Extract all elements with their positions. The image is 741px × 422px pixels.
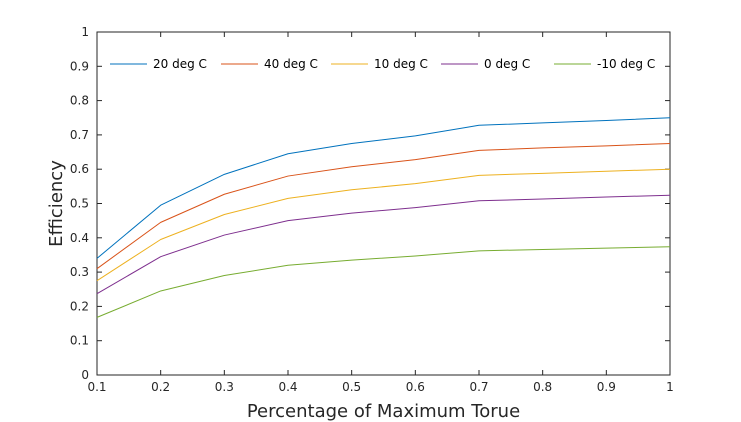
x-tick-label: 0.5 (342, 380, 361, 394)
y-tick-label: 0.6 (70, 162, 89, 176)
legend: 20 deg C 40 deg C 10 deg C 0 deg C -10 deg C (110, 57, 655, 71)
series-line-2 (96, 168, 671, 282)
legend-label: 20 deg C (153, 57, 207, 71)
plot-frame (96, 31, 671, 376)
legend-item: 20 deg C (110, 57, 207, 71)
x-tick-label: 0.1 (87, 380, 106, 394)
y-tick-label: 0.9 (70, 59, 89, 73)
series-line-3 (96, 194, 671, 295)
series-line-1 (96, 142, 671, 270)
y-axis-title: Efficiency (46, 160, 67, 247)
legend-item: 0 deg C (441, 57, 530, 71)
legend-label: 40 deg C (264, 57, 318, 71)
x-tick-label: 1 (666, 380, 674, 394)
x-tick-label: 0.8 (533, 380, 552, 394)
x-tick-label: 0.7 (469, 380, 488, 394)
y-tick-label: 0.2 (70, 299, 89, 313)
y-tick-label: 0 (81, 368, 89, 382)
series-line-4 (96, 246, 671, 318)
y-tick-label: 0.8 (70, 94, 89, 108)
legend-item: -10 deg C (554, 57, 655, 71)
legend-label: 0 deg C (484, 57, 530, 71)
x-axis-title: Percentage of Maximum Torue (247, 401, 520, 422)
x-tick-label: 0.4 (278, 380, 297, 394)
legend-label: -10 deg C (597, 57, 655, 71)
legend-item: 10 deg C (331, 57, 428, 71)
y-tick-label: 0.4 (70, 231, 89, 245)
series-line-0 (96, 117, 671, 259)
y-tick-label: 0.7 (70, 128, 89, 142)
y-tick-label: 1 (81, 25, 89, 39)
legend-label: 10 deg C (374, 57, 428, 71)
y-tick-label: 0.3 (70, 265, 89, 279)
x-tick-label: 0.9 (597, 380, 616, 394)
plot-area: 0.1 0.2 0.3 0.4 0.5 0.6 0.7 0.8 0.9 100.10.20.30.… (70, 25, 674, 394)
y-tick-label: 0.5 (70, 197, 89, 211)
x-tick-label: 0.6 (406, 380, 425, 394)
legend-item: 40 deg C (221, 57, 318, 71)
x-tick-label: 0.2 (151, 380, 170, 394)
y-tick-label: 0.1 (70, 334, 89, 348)
x-tick-label: 0.3 (215, 380, 234, 394)
